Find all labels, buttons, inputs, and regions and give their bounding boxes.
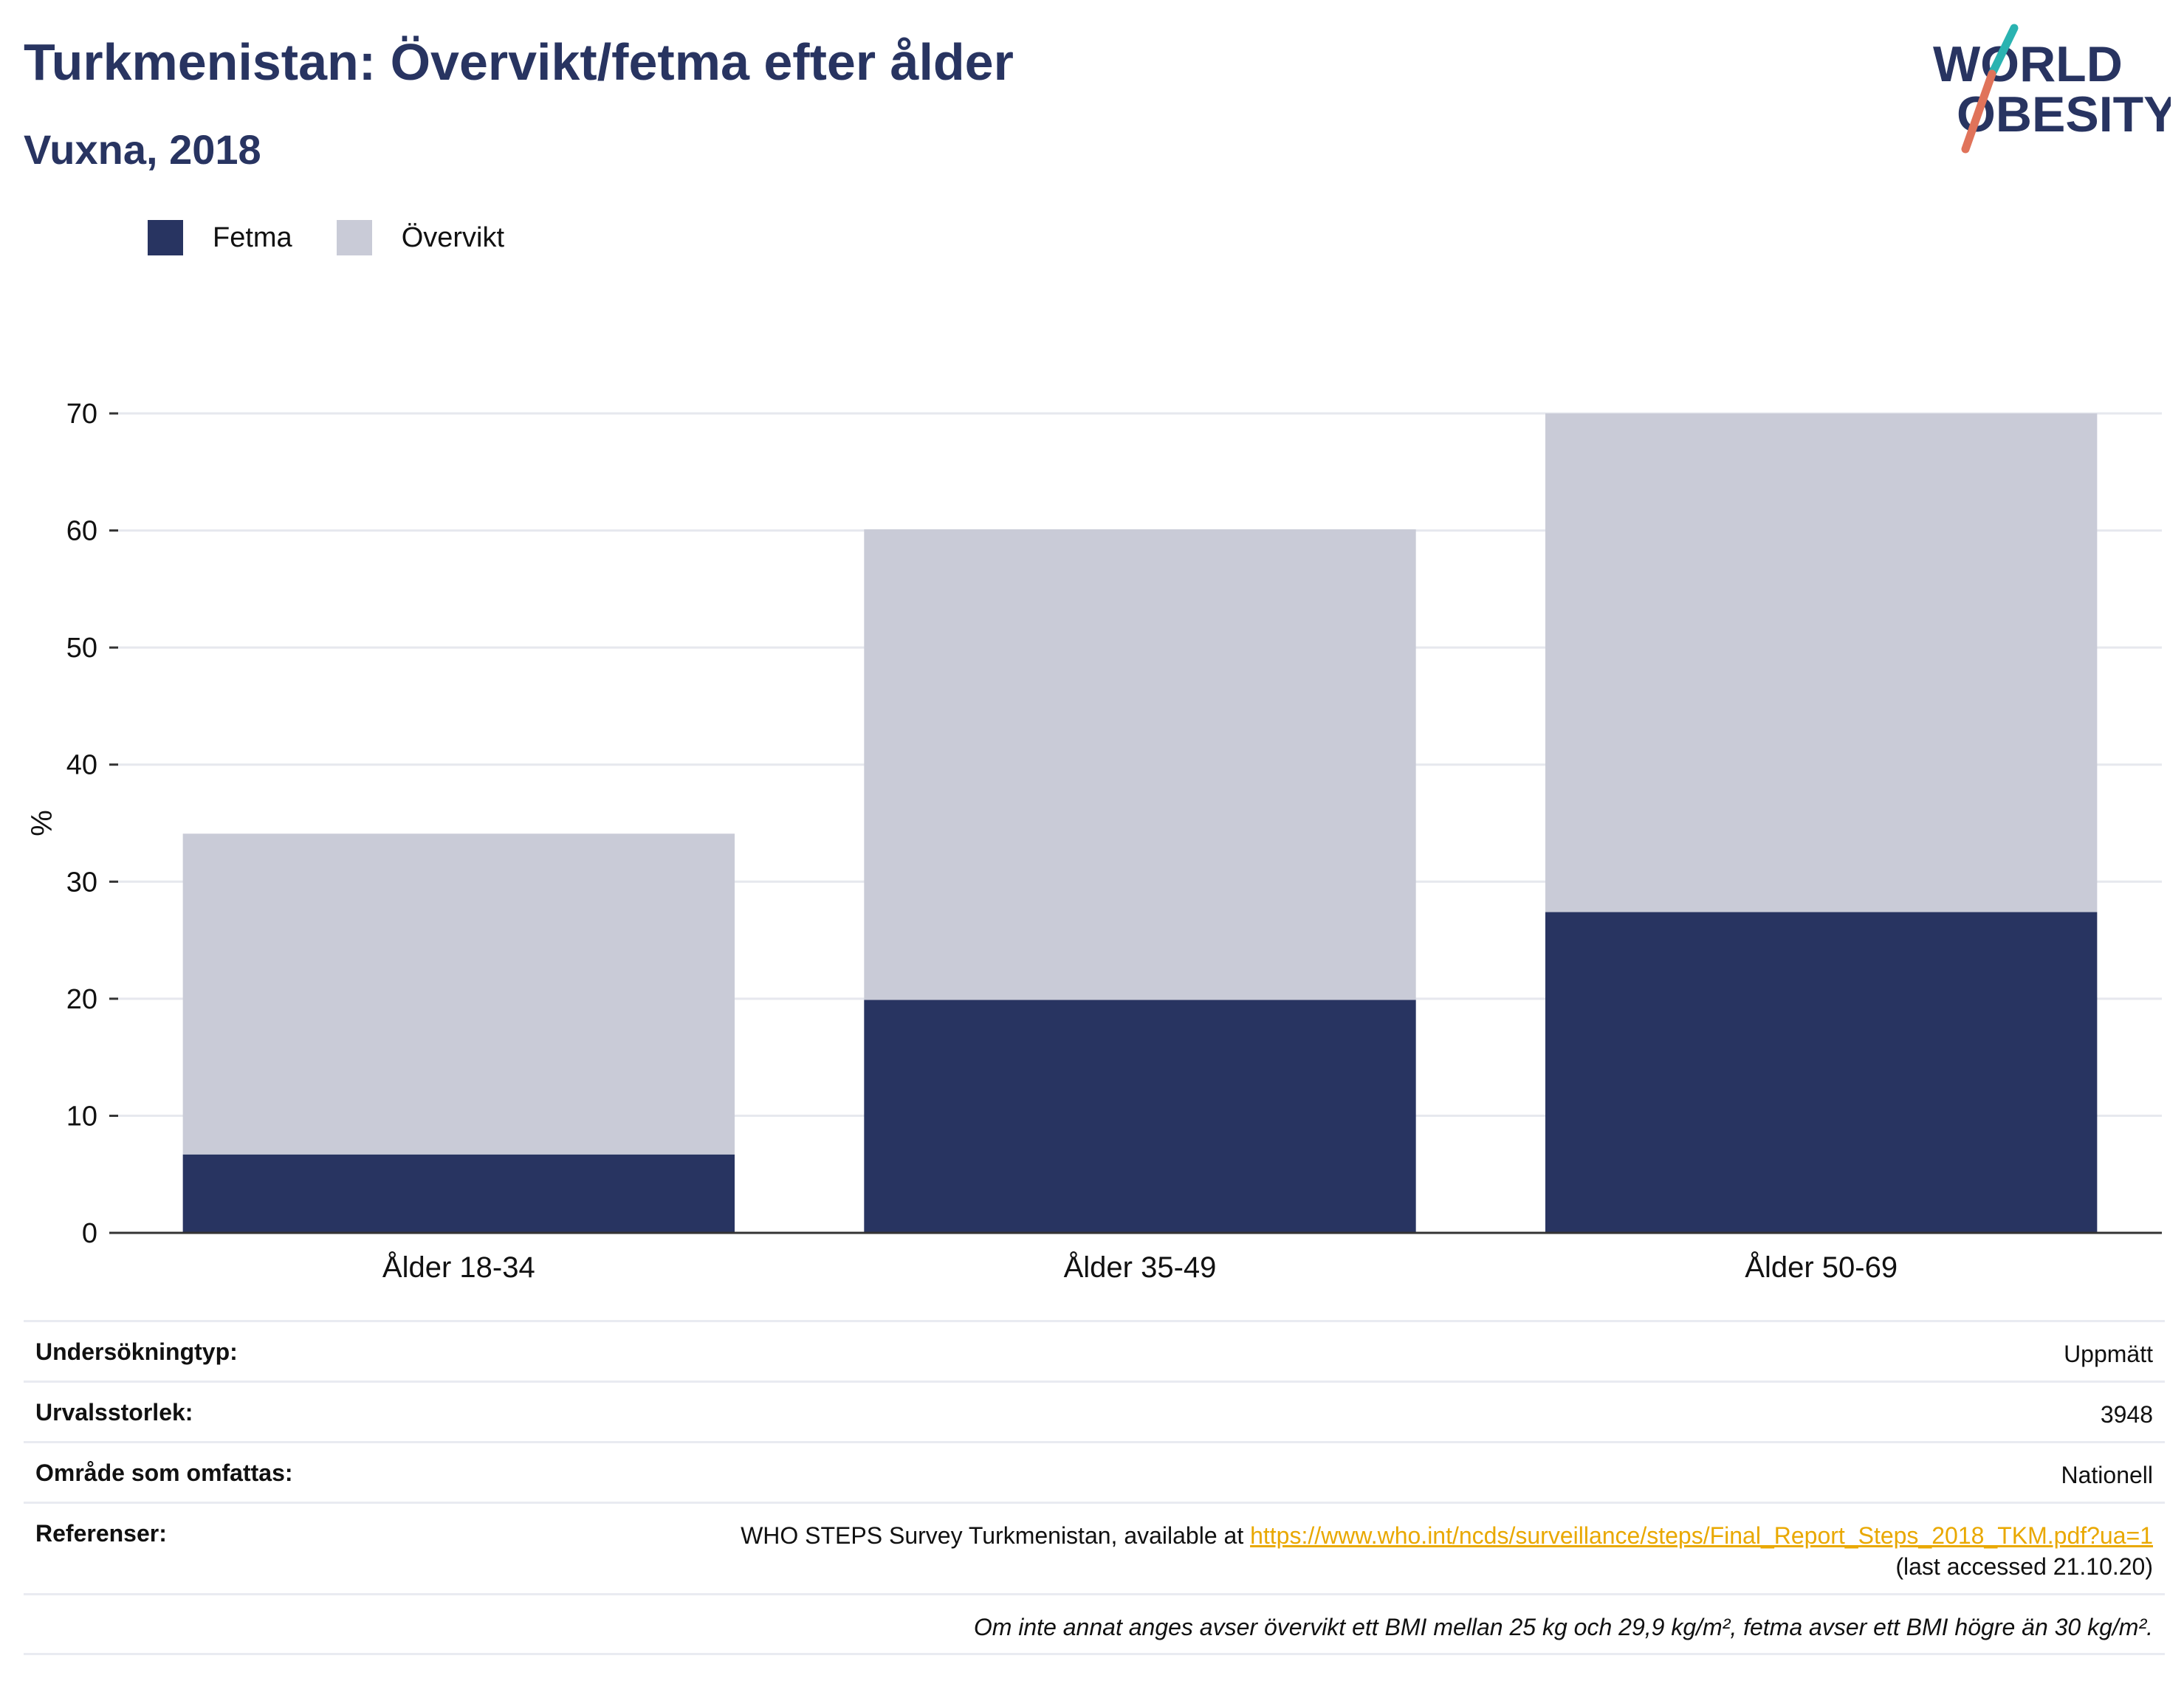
survey-info-table: Undersökningtyp: Uppmätt Urvalsstorlek: … — [24, 1320, 2165, 1655]
bar-fetma-2 — [864, 1000, 1416, 1233]
chart-legend: Fetma Övervikt — [148, 220, 549, 255]
bar-fetma-1 — [182, 1154, 735, 1233]
reference-accessed: (last accessed 21.10.20) — [1895, 1553, 2153, 1580]
info-row-note: Om inte annat anges avser övervikt ett B… — [24, 1593, 2165, 1655]
world-obesity-logo: WORLD OBESITY — [1933, 24, 2171, 154]
category-label-1: Ålder 18-34 — [382, 1251, 535, 1284]
reference-text: WHO STEPS Survey Turkmenistan, available… — [741, 1522, 1251, 1549]
bar-fetma-3 — [1545, 912, 2098, 1233]
info-row-coverage: Område som omfattas: Nationell — [24, 1441, 2165, 1502]
tick-label-y-20: 20 — [66, 984, 97, 1015]
bar--vervikt-2 — [864, 529, 1416, 1000]
legend-label-fetma: Fetma — [213, 221, 292, 253]
info-row-survey-type: Undersökningtyp: Uppmätt — [24, 1320, 2165, 1381]
info-value-sample-size: 3948 — [2100, 1401, 2153, 1428]
legend-swatch-overvikt — [336, 220, 372, 255]
logo-text-obesity: OBESITY — [1957, 86, 2171, 142]
legend-item-overvikt[interactable]: Övervikt — [336, 220, 505, 255]
stacked-bar-chart: 0 10 20 30 40 50 60 70% Ålder 18-34 Ålder 35-49 Ål… — [26, 399, 2162, 1284]
logo-text-world: WORLD — [1933, 36, 2123, 92]
logo-slash-bottom — [1961, 69, 1996, 154]
tick-label-y-50: 50 — [66, 633, 97, 664]
info-value-survey-type: Uppmätt — [2064, 1341, 2153, 1367]
page-title: Turkmenistan: Övervikt/fetma efter ålder — [24, 33, 1014, 91]
legend-swatch-fetma — [148, 220, 183, 255]
y-axis-label: % — [26, 810, 58, 836]
category-label-3: Ålder 50-69 — [1745, 1251, 1898, 1284]
info-label-sample-size: Urvalsstorlek: — [35, 1399, 193, 1426]
info-row-references: Referenser: WHO STEPS Survey Turkmenista… — [24, 1502, 2165, 1593]
bar--vervikt-1 — [182, 833, 735, 1155]
info-label-coverage: Område som omfattas: — [35, 1460, 293, 1486]
legend-label-overvikt: Övervikt — [401, 221, 505, 253]
info-label-survey-type: Undersökningtyp: — [35, 1338, 238, 1365]
page-subtitle: Vuxna, 2018 — [24, 126, 261, 173]
tick-label-y-60: 60 — [66, 516, 97, 547]
info-value-references: WHO STEPS Survey Turkmenistan, available… — [741, 1520, 2153, 1582]
bar--vervikt-3 — [1545, 413, 2098, 912]
tick-label-y-0: 0 — [82, 1218, 97, 1249]
tick-label-y-30: 30 — [66, 867, 97, 898]
tick-label-y-10: 10 — [66, 1101, 97, 1132]
tick-label-y-70: 70 — [66, 399, 97, 430]
logo-slash-top — [1988, 24, 2019, 78]
info-value-coverage: Nationell — [2061, 1462, 2153, 1488]
reference-link[interactable]: https://www.who.int/ncds/surveillance/st… — [1250, 1522, 2153, 1549]
bmi-definition-note: Om inte annat anges avser övervikt ett B… — [973, 1614, 2153, 1640]
legend-item-fetma[interactable]: Fetma — [148, 220, 292, 255]
category-label-2: Ålder 35-49 — [1064, 1251, 1217, 1284]
tick-label-y-40: 40 — [66, 750, 97, 781]
info-label-references: Referenser: — [35, 1520, 167, 1547]
info-row-sample-size: Urvalsstorlek: 3948 — [24, 1381, 2165, 1441]
